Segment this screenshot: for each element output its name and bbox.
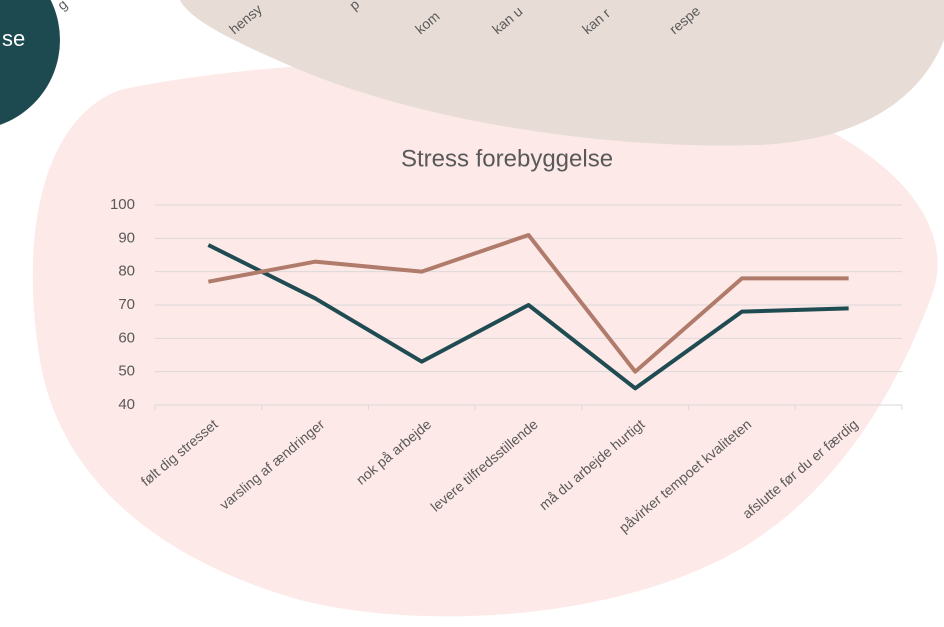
- cropped-label: g: [54, 0, 70, 13]
- series-line: [207, 243, 849, 391]
- y-tick-label: 40: [118, 396, 135, 413]
- chart-title: Stress forebyggelse: [401, 145, 613, 172]
- y-tick-label: 60: [118, 329, 135, 346]
- y-tick-label: 100: [110, 196, 135, 213]
- series-line: [207, 233, 849, 374]
- badge-circle: [0, 0, 60, 125]
- badge-text: se: [2, 26, 25, 51]
- beige-blob: [180, 0, 944, 146]
- y-tick-label: 90: [118, 229, 135, 246]
- y-tick-label: 70: [118, 296, 135, 313]
- y-tick-label: 80: [118, 263, 135, 280]
- y-tick-label: 50: [118, 363, 135, 380]
